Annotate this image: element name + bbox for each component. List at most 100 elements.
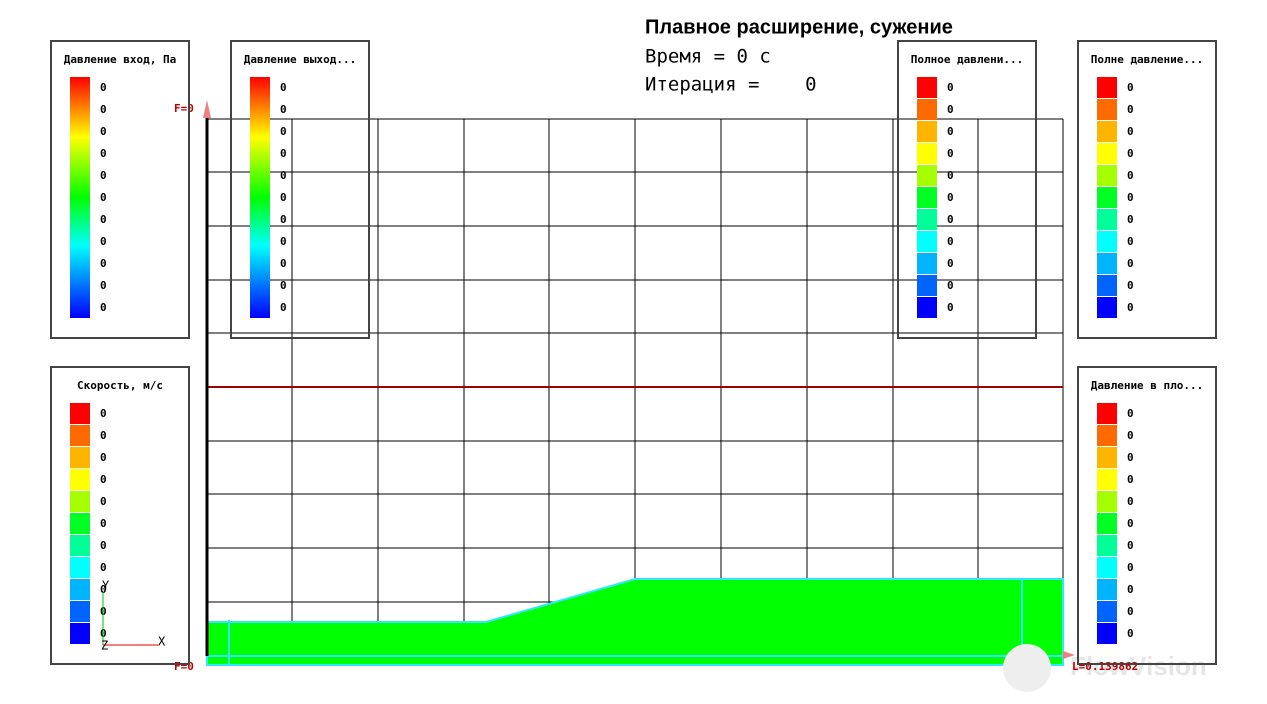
legend-label: 0 <box>100 213 107 226</box>
legend-label: 0 <box>1127 81 1134 94</box>
watermark-logo <box>1003 644 1051 692</box>
legend-label: 0 <box>1127 495 1134 508</box>
geometry <box>206 578 1064 666</box>
legend-label: 0 <box>1127 257 1134 270</box>
legend-label: 0 <box>100 235 107 248</box>
triad-label: Y <box>102 579 110 593</box>
color-swatch <box>70 601 90 622</box>
color-swatch <box>70 579 90 600</box>
legend-title: Давление в пло... <box>1091 379 1204 392</box>
legend-label: 0 <box>1127 517 1134 530</box>
legend-label: 0 <box>100 279 107 292</box>
color-swatch <box>1097 275 1117 296</box>
legend-frame <box>1077 40 1217 339</box>
legend-label: 0 <box>1127 213 1134 226</box>
color-swatch <box>917 253 937 274</box>
legend-label: 0 <box>100 191 107 204</box>
legend-label: 0 <box>280 213 287 226</box>
legend-label: 0 <box>1127 583 1134 596</box>
color-swatch <box>917 99 937 120</box>
legend-label: 0 <box>280 169 287 182</box>
legend-title: Скорость, м/с <box>77 379 163 392</box>
color-swatch <box>917 187 937 208</box>
legend-label: 0 <box>280 235 287 248</box>
legend-label: 0 <box>1127 125 1134 138</box>
legend: Давление вход, Па 0 0 0 0 0 0 0 0 0 0 0 <box>50 40 190 339</box>
color-swatch <box>70 447 90 468</box>
legend-frame <box>230 40 370 339</box>
color-swatch <box>917 231 937 252</box>
legend-label: 0 <box>1127 147 1134 160</box>
legend-label: 0 <box>1127 103 1134 116</box>
color-swatch <box>1097 491 1117 512</box>
legend-label: 0 <box>100 429 107 442</box>
color-swatch <box>917 165 937 186</box>
color-bar <box>250 77 270 318</box>
legend-label: 0 <box>280 279 287 292</box>
color-swatch <box>1097 513 1117 534</box>
color-swatch <box>70 469 90 490</box>
legend-label: 0 <box>947 235 954 248</box>
legend-label: 0 <box>947 301 954 314</box>
color-swatch <box>70 535 90 556</box>
legend-label: 0 <box>947 103 954 116</box>
color-swatch <box>70 623 90 644</box>
color-swatch <box>70 425 90 446</box>
legend-label: 0 <box>1127 627 1134 640</box>
legend: Полне давление... 0 0 0 0 0 0 0 0 0 0 0 <box>1077 40 1217 339</box>
color-swatch <box>1097 601 1117 622</box>
color-swatch <box>1097 99 1117 120</box>
legend-title: Полне давление... <box>1091 53 1204 66</box>
axis-label: F=0 <box>174 660 194 673</box>
color-swatch <box>1097 143 1117 164</box>
legend-label: 0 <box>280 81 287 94</box>
color-swatch <box>1097 469 1117 490</box>
legend-label: 0 <box>100 257 107 270</box>
triad-label: Z <box>101 639 108 653</box>
color-swatch <box>70 557 90 578</box>
legend-label: 0 <box>1127 605 1134 618</box>
axis-label: L=0.139862 <box>1072 660 1138 673</box>
legend-label: 0 <box>1127 539 1134 552</box>
legend: Давление в пло... 0 0 0 0 0 0 0 0 0 0 0 <box>1077 366 1217 665</box>
legend-label: 0 <box>947 213 954 226</box>
legend-label: 0 <box>100 301 107 314</box>
legend-label: 0 <box>100 125 107 138</box>
legend-label: 0 <box>947 147 954 160</box>
color-swatch <box>1097 253 1117 274</box>
watermark: FlowVision <box>1070 651 1207 681</box>
legend-label: 0 <box>100 103 107 116</box>
legend-label: 0 <box>280 257 287 270</box>
color-swatch <box>1097 425 1117 446</box>
legend-label: 0 <box>1127 561 1134 574</box>
color-swatch <box>917 121 937 142</box>
legend-label: 0 <box>1127 279 1134 292</box>
legend-label: 0 <box>947 81 954 94</box>
color-swatch <box>1097 623 1117 644</box>
color-swatch <box>1097 403 1117 424</box>
legend-label: 0 <box>100 169 107 182</box>
legend-label: 0 <box>1127 235 1134 248</box>
color-swatch <box>70 513 90 534</box>
color-swatch <box>1097 447 1117 468</box>
color-swatch <box>1097 165 1117 186</box>
legend-label: 0 <box>947 191 954 204</box>
legend-label: 0 <box>100 495 107 508</box>
color-swatch <box>1097 77 1117 98</box>
color-swatch <box>917 297 937 318</box>
color-swatch <box>1097 297 1117 318</box>
legend-label: 0 <box>100 147 107 160</box>
legend-label: 0 <box>1127 451 1134 464</box>
legend-label: 0 <box>947 169 954 182</box>
legend-title: Давление вход, Па <box>64 53 177 66</box>
color-swatch <box>70 403 90 424</box>
color-swatch <box>1097 535 1117 556</box>
color-swatch <box>1097 121 1117 142</box>
color-swatch <box>1097 209 1117 230</box>
legend-label: 0 <box>947 257 954 270</box>
color-swatch <box>917 77 937 98</box>
color-swatch <box>1097 557 1117 578</box>
legend-frame <box>50 366 190 665</box>
